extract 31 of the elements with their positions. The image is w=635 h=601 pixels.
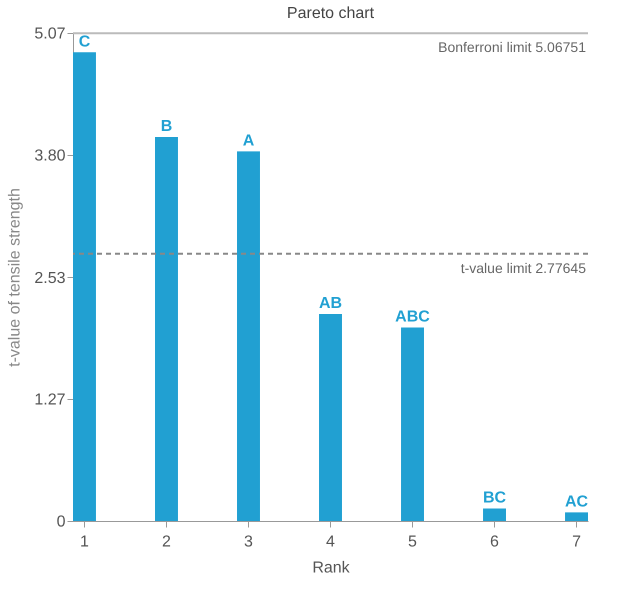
y-axis-title: t-value of tensile strength: [6, 188, 24, 367]
annotation: AC: [564, 493, 589, 510]
x-tick-label: 7: [572, 534, 582, 550]
y-tick-label: 5.07: [34, 26, 66, 42]
x-tick-label: 1: [80, 534, 90, 550]
ref-line-label: Bonferroni limit 5.06751: [438, 39, 586, 56]
bar: [237, 151, 260, 521]
bar: [483, 508, 506, 521]
annotation: BC: [482, 489, 507, 506]
annotation: B: [160, 118, 172, 135]
x-tick-label: 4: [326, 534, 336, 550]
y-tick-label: 3.80: [34, 148, 66, 165]
x-tick-label: 2: [162, 534, 172, 550]
x-tick-label: 6: [490, 534, 500, 550]
bar: [155, 136, 178, 521]
annotation: A: [242, 132, 255, 150]
annotation: AB: [318, 295, 342, 312]
y-tick-label: 2.53: [34, 270, 66, 287]
chart-title: Pareto chart: [286, 5, 375, 22]
x-tick-label: 5: [408, 534, 418, 550]
bar: [565, 512, 588, 521]
x-axis-title: Rank: [312, 560, 351, 576]
bar: [319, 314, 342, 521]
x-tick-label: 3: [244, 534, 254, 550]
y-tick-label: 0: [56, 514, 66, 530]
annotation: ABC: [395, 308, 430, 326]
bar: [73, 52, 96, 521]
bar: [401, 328, 424, 521]
annotation: C: [78, 33, 91, 50]
ref-line-label: t-value limit 2.77645: [460, 260, 586, 276]
y-tick-label: 1.27: [34, 391, 66, 408]
